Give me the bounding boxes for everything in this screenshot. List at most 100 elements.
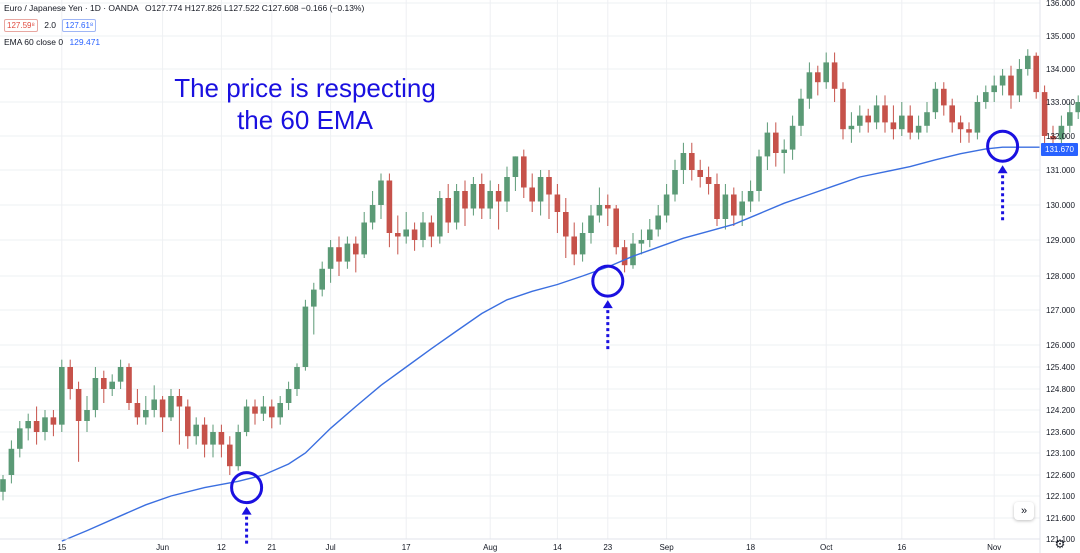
candle-up (1067, 102, 1073, 133)
quote-row: 127.59⁸ 2.0 127.61⁸ (4, 19, 100, 32)
candle-up (470, 177, 477, 216)
candle-body (546, 177, 552, 195)
candle-body (101, 378, 107, 389)
candle-body (529, 187, 535, 202)
candle-down (462, 180, 468, 226)
candle-body (512, 156, 519, 177)
time-tick-label: Oct (820, 543, 833, 552)
price-tick-label: 124.800 (1046, 385, 1075, 394)
candle-up (789, 115, 796, 160)
candle-body (756, 156, 762, 191)
candle-down (227, 436, 233, 475)
candle-body (1025, 55, 1031, 69)
candle-body (815, 72, 821, 83)
annotation-markers (230, 129, 1020, 545)
candle-body (932, 88, 939, 113)
touch-circle (986, 129, 1020, 163)
double-chevron-right-icon[interactable]: » (1014, 502, 1034, 520)
candle-down (159, 396, 166, 432)
candle-up (1058, 115, 1065, 147)
time-tick-label: 12 (217, 543, 226, 552)
candle-up (579, 222, 586, 262)
candle-body (193, 424, 199, 437)
candle-up (588, 205, 594, 244)
candle-body (344, 243, 351, 262)
candle-up (663, 184, 670, 223)
candle-body (437, 198, 443, 237)
price-tick-label: 122.100 (1046, 492, 1075, 501)
candle-body (134, 403, 141, 418)
candle-body (42, 417, 48, 432)
symbol-header[interactable]: Euro / Japanese Yen · 1D · OANDA O127.77… (4, 3, 368, 13)
candle-body (899, 115, 905, 130)
candle-body (697, 170, 703, 177)
candle-body (873, 105, 880, 123)
candle-up (983, 85, 989, 109)
candle-down (33, 406, 40, 445)
candle-up (504, 166, 510, 212)
candle-up (537, 170, 544, 216)
candle-down (1041, 85, 1048, 147)
candle-body (17, 428, 23, 449)
gear-icon[interactable]: ⚙ (1054, 537, 1066, 551)
candle-down (479, 173, 485, 219)
candle-body (806, 72, 813, 99)
candle-body (798, 98, 804, 126)
candle-body (630, 243, 636, 266)
candle-down (176, 389, 183, 445)
candle-up (722, 184, 729, 230)
arrow-up-icon (997, 165, 1008, 174)
candle-up (8, 440, 15, 484)
buy-price-box[interactable]: 127.61⁸ (62, 19, 97, 32)
candle-down (605, 194, 611, 226)
symbol-title[interactable]: Euro / Japanese Yen · 1D · OANDA (4, 3, 139, 13)
candle-up (848, 112, 855, 143)
candle-body (596, 205, 603, 216)
touch-marker (230, 471, 264, 545)
candle-down (907, 105, 913, 140)
candle-up (0, 475, 6, 501)
candle-up (453, 184, 460, 230)
time-tick-label: Jun (156, 543, 169, 552)
candle-up (630, 233, 636, 269)
indicator-legend[interactable]: EMA 60 close 0 129.471 (4, 37, 104, 47)
candle-up (974, 95, 981, 140)
candle-up (143, 396, 149, 425)
candle-up (344, 236, 351, 269)
candle-down (1033, 52, 1039, 99)
candle-up (210, 424, 216, 458)
touch-circle (230, 471, 264, 505)
candle-body (579, 233, 586, 255)
candle-down (714, 173, 720, 226)
sell-price-box[interactable]: 127.59⁸ (4, 19, 38, 32)
candle-body (168, 396, 174, 418)
candle-body (714, 184, 720, 219)
touch-marker (591, 264, 625, 350)
candle-body (361, 222, 367, 255)
candle-body (260, 406, 267, 414)
candle-up (512, 156, 519, 191)
candle-down (613, 205, 619, 255)
candle-body (924, 112, 930, 126)
candle-body (722, 194, 729, 219)
candle-body (117, 367, 124, 382)
price-tick-label: 132.000 (1046, 132, 1075, 141)
candle-up (243, 399, 250, 437)
candle-down (428, 215, 435, 248)
candle-up (302, 299, 309, 371)
price-tick-label: 128.000 (1046, 272, 1075, 281)
candle-up (327, 240, 334, 283)
candle-down (395, 215, 401, 255)
candle-body (865, 115, 871, 123)
price-tick-label: 130.000 (1046, 201, 1075, 210)
candle-up (151, 385, 157, 418)
touch-circle (591, 264, 625, 298)
candle-body (1067, 112, 1073, 126)
candle-body (747, 191, 754, 202)
touch-marker (986, 129, 1020, 224)
candle-body (218, 432, 225, 445)
candle-body (882, 105, 888, 123)
candle-body (185, 406, 191, 437)
time-tick-label: Aug (483, 543, 497, 552)
